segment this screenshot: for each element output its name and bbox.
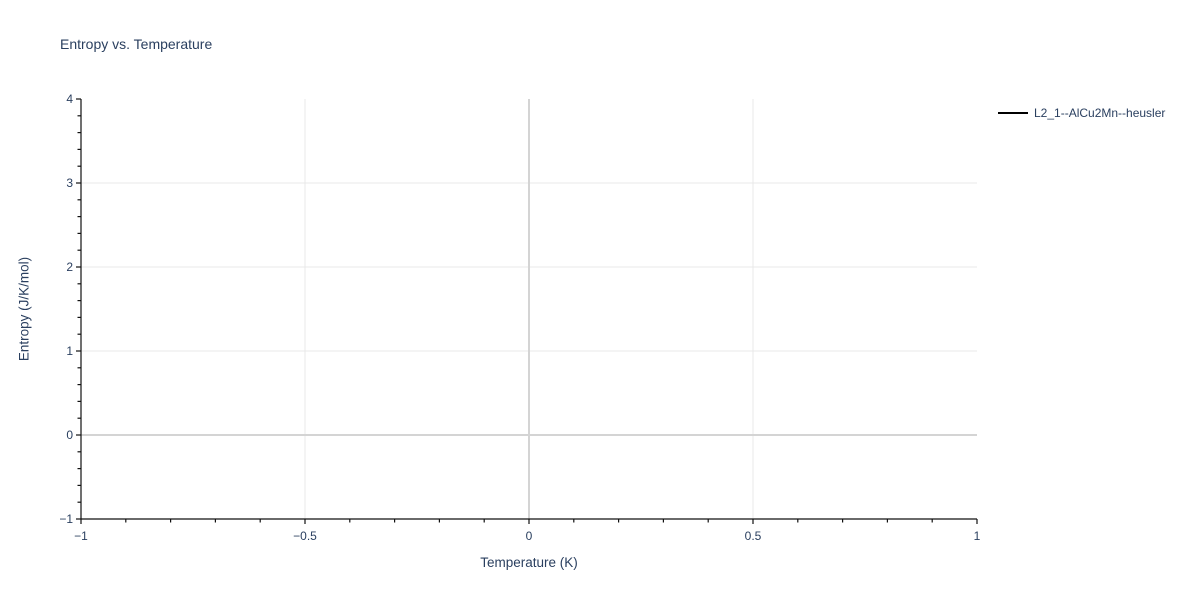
y-tick-label: 2 [66,260,73,274]
legend-item[interactable]: L2_1--AlCu2Mn--heusler [998,106,1165,120]
y-axis-title: Entropy (J/K/mol) [16,256,32,362]
y-tick-label: 0 [66,428,73,442]
legend-line-swatch [998,112,1028,114]
x-tick-label: 0 [526,529,533,543]
x-axis-title: Temperature (K) [480,555,578,570]
y-tick-label: 3 [66,176,73,190]
y-tick-label: −1 [59,512,73,526]
y-tick-label: 1 [66,344,73,358]
x-tick-label: 1 [974,529,981,543]
x-tick-label: −1 [74,529,88,543]
x-tick-label: −0.5 [293,529,317,543]
x-tick-label: 0.5 [745,529,762,543]
y-tick-label: 4 [66,92,73,106]
legend-label: L2_1--AlCu2Mn--heusler [1034,106,1166,120]
chart-title: Entropy vs. Temperature [60,36,213,52]
legend: L2_1--AlCu2Mn--heusler [998,106,1165,120]
